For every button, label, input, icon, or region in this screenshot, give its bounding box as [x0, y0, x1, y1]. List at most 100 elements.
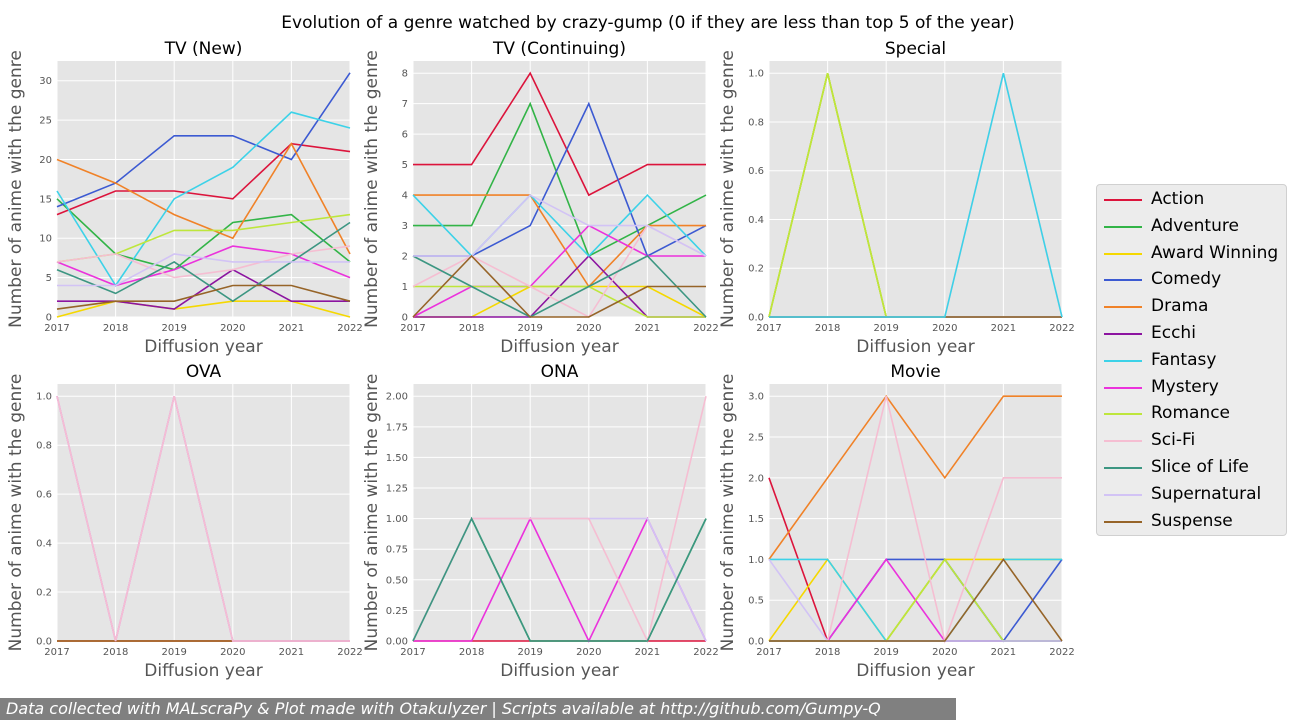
y-axis-label: Number of anime with the genre [718, 374, 738, 652]
series-line [56, 300, 351, 318]
y-tick-label: 0.4 [36, 539, 52, 550]
legend-label: Comedy [1151, 269, 1222, 290]
y-tick-label: 0.00 [386, 637, 408, 648]
series-line [56, 245, 351, 279]
legend-item: Romance [1097, 401, 1287, 427]
y-axis-label: Number of anime with the genre [6, 50, 26, 328]
legend-swatch [1104, 413, 1142, 416]
series-line [56, 72, 351, 208]
y-tick-label: 5 [402, 160, 408, 171]
x-tick-label: 2020 [932, 323, 957, 334]
legend-label: Suspense [1151, 510, 1233, 531]
x-tick-label: 2017 [756, 647, 781, 658]
x-tick-label: 2017 [400, 323, 425, 334]
subplot: 0.0 0.5 1.0 1.5 2.0 2.5 3.0 2017 2018 2019 2020 202… [718, 362, 1075, 681]
series-line [413, 194, 707, 257]
x-axis-label: Diffusion year [500, 661, 618, 681]
x-tick-label: 2022 [337, 647, 362, 658]
legend-label: Action [1151, 189, 1205, 209]
x-tick-label: 2018 [815, 647, 840, 658]
legend-label: Ecchi [1151, 323, 1196, 343]
legend-item: Award Winning [1097, 241, 1287, 267]
legend-label: Fantasy [1151, 349, 1217, 370]
series-line [412, 193, 707, 258]
y-axis-label: Number of anime with the genre [718, 50, 738, 328]
y-tick-label: 0.0 [36, 637, 52, 648]
legend-swatch [1104, 279, 1142, 282]
y-tick-label: 0.25 [386, 606, 408, 617]
legend-swatch [1104, 440, 1142, 443]
x-tick-label: 2021 [279, 647, 304, 658]
series-line [413, 194, 706, 288]
legend-label: Drama [1151, 296, 1209, 317]
x-tick-label: 2018 [815, 323, 840, 334]
x-tick-label: 2017 [756, 323, 781, 334]
y-tick-label: 0.4 [748, 215, 764, 226]
legend-item: Slice of Life [1097, 455, 1287, 481]
x-tick-label: 2019 [161, 323, 186, 334]
legend-item: Adventure [1097, 214, 1287, 240]
series-line [413, 71, 706, 197]
y-tick-label: 0.5 [748, 596, 764, 607]
x-tick-label: 2021 [991, 647, 1016, 658]
x-tick-label: 2022 [1049, 323, 1074, 334]
legend-swatch [1104, 333, 1142, 335]
series-line [56, 198, 351, 271]
series-line [412, 254, 706, 318]
y-tick-label: 1.00 [386, 514, 408, 525]
y-tick-label: 0.50 [386, 575, 408, 586]
legend-item: Drama [1097, 294, 1287, 320]
y-tick-label: 2 [402, 252, 408, 263]
legend: Action Adventure Award Winning Comedy Drama E… [1096, 184, 1287, 536]
series-line [768, 394, 1062, 560]
subplot: 0.0 0.2 0.4 0.6 0.8 1.0 2017 2018 2019 2020 2021 20… [6, 362, 363, 681]
x-tick-label: 2018 [459, 323, 484, 334]
series-line [412, 224, 706, 318]
y-tick-label: 1.0 [36, 392, 52, 403]
y-tick-label: 0.8 [36, 441, 52, 452]
y-tick-label: 0.8 [748, 117, 764, 128]
x-tick-label: 2020 [932, 647, 957, 658]
series-line [412, 516, 707, 642]
y-tick-label: 6 [402, 130, 408, 141]
series-line [56, 396, 350, 642]
x-tick-label: 2021 [279, 323, 304, 334]
series-line [413, 101, 707, 258]
x-tick-label: 2017 [44, 647, 69, 658]
y-tick-label: 30 [39, 76, 52, 87]
legend-item: Mystery [1097, 375, 1287, 401]
x-tick-label: 2019 [517, 647, 542, 658]
legend-swatch [1104, 225, 1142, 228]
y-tick-label: 1.0 [748, 69, 764, 80]
subplot-title: ONA [541, 362, 579, 382]
y-axis-label: Number of anime with the genre [6, 374, 26, 652]
plot-background [413, 384, 706, 641]
y-tick-label: 0.6 [748, 166, 764, 177]
legend-item: Sci-Fi [1097, 428, 1287, 454]
y-tick-label: 3.0 [748, 392, 764, 403]
y-tick-label: 2.00 [386, 392, 408, 403]
y-tick-label: 0 [46, 313, 52, 324]
x-axis-label: Diffusion year [144, 337, 262, 357]
y-tick-label: 15 [39, 194, 52, 205]
y-tick-label: 0.6 [36, 490, 52, 501]
legend-item: Suspense [1097, 509, 1287, 535]
y-tick-label: 1 [402, 282, 408, 293]
series-line [769, 558, 1063, 642]
series-line [413, 285, 706, 318]
legend-label: Mystery [1151, 376, 1219, 397]
legend-item: Comedy [1097, 267, 1287, 293]
y-tick-label: 20 [39, 155, 52, 166]
x-tick-label: 2017 [400, 647, 425, 658]
x-tick-label: 2019 [161, 647, 186, 658]
plot-background [769, 61, 1062, 317]
y-tick-label: 1.50 [386, 453, 408, 464]
x-tick-label: 2020 [576, 323, 601, 334]
x-tick-label: 2019 [873, 323, 898, 334]
y-axis-label: Number of anime with the genre [362, 374, 382, 652]
x-tick-label: 2018 [459, 647, 484, 658]
x-tick-label: 2021 [635, 647, 660, 658]
legend-item: Action [1097, 187, 1287, 213]
y-tick-label: 0.2 [748, 264, 764, 275]
